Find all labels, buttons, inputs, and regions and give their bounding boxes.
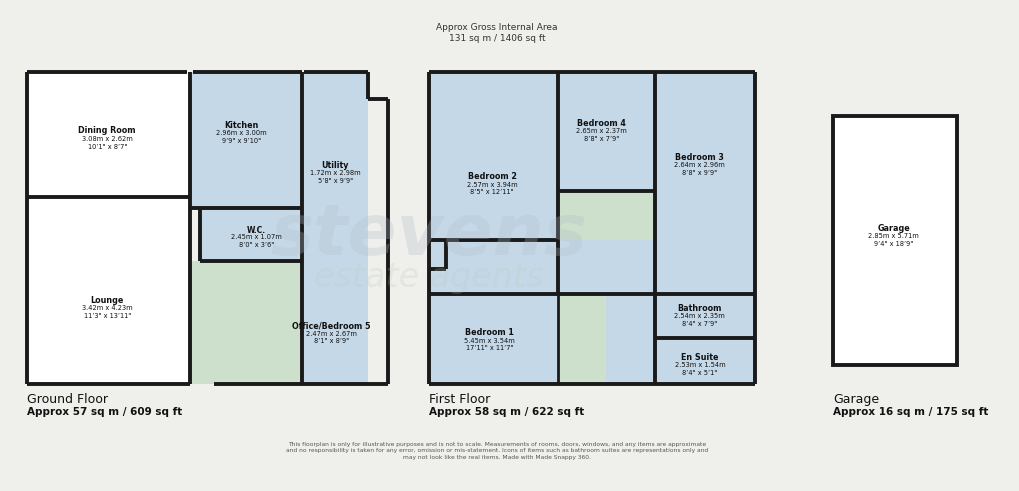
Text: 2.85m x 5.71m
9’4" x 18’9": 2.85m x 5.71m 9’4" x 18’9" bbox=[867, 233, 918, 247]
Bar bbox=[654, 191, 755, 338]
Bar bbox=[200, 208, 302, 261]
Bar bbox=[428, 72, 557, 240]
Text: Kitchen: Kitchen bbox=[224, 121, 259, 130]
Text: 2.45m x 1.07m
8’0" x 3’6": 2.45m x 1.07m 8’0" x 3’6" bbox=[230, 234, 281, 248]
Text: 131 sq m / 1406 sq ft: 131 sq m / 1406 sq ft bbox=[448, 34, 545, 43]
Text: 2.54m x 2.35m
8’4" x 7’9": 2.54m x 2.35m 8’4" x 7’9" bbox=[674, 313, 725, 327]
Bar bbox=[557, 294, 605, 384]
Text: Approx 16 sq m / 175 sq ft: Approx 16 sq m / 175 sq ft bbox=[833, 407, 987, 417]
Text: 3.42m x 4.23m
11’3" x 13’11": 3.42m x 4.23m 11’3" x 13’11" bbox=[82, 305, 132, 319]
Text: Dining Room: Dining Room bbox=[78, 127, 136, 136]
Text: Approx Gross Internal Area: Approx Gross Internal Area bbox=[436, 23, 557, 32]
Text: 2.53m x 1.54m
8’4" x 5’1": 2.53m x 1.54m 8’4" x 5’1" bbox=[674, 362, 725, 376]
Text: Garage: Garage bbox=[876, 224, 909, 233]
Text: Utility: Utility bbox=[321, 161, 348, 169]
Text: Garage: Garage bbox=[833, 392, 878, 406]
Text: Bathroom: Bathroom bbox=[677, 304, 721, 313]
Bar bbox=[428, 240, 654, 384]
Text: 5.45m x 3.54m
17’11" x 11’7": 5.45m x 3.54m 17’11" x 11’7" bbox=[464, 337, 515, 351]
Text: 2.65m x 2.37m
8’8" x 7’9": 2.65m x 2.37m 8’8" x 7’9" bbox=[576, 128, 626, 142]
Bar bbox=[428, 240, 441, 255]
Text: 2.64m x 2.96m
8’8" x 9’9": 2.64m x 2.96m 8’8" x 9’9" bbox=[674, 162, 725, 176]
Bar bbox=[190, 72, 302, 208]
Text: Office/Bedroom 5: Office/Bedroom 5 bbox=[291, 322, 370, 330]
Text: 3.08m x 2.62m
10’1" x 8’7": 3.08m x 2.62m 10’1" x 8’7" bbox=[82, 136, 132, 150]
Bar bbox=[428, 240, 446, 270]
Bar bbox=[302, 72, 368, 261]
Bar bbox=[833, 116, 956, 365]
Text: stevens: stevens bbox=[270, 201, 587, 270]
Bar bbox=[368, 72, 387, 99]
Text: Lounge: Lounge bbox=[91, 296, 123, 305]
Text: En Suite: En Suite bbox=[681, 353, 718, 361]
Text: W.C.: W.C. bbox=[247, 226, 266, 235]
Text: First Floor: First Floor bbox=[428, 392, 490, 406]
Bar bbox=[654, 72, 755, 294]
Text: 2.57m x 3.94m
8’5" x 12’11": 2.57m x 3.94m 8’5" x 12’11" bbox=[467, 182, 517, 195]
Bar bbox=[190, 261, 302, 384]
Bar bbox=[557, 72, 654, 191]
Bar bbox=[28, 197, 190, 384]
Text: 1.72m x 2.98m
5’8" x 9’9": 1.72m x 2.98m 5’8" x 9’9" bbox=[310, 170, 361, 184]
Bar bbox=[28, 72, 190, 197]
Text: Ground Floor: Ground Floor bbox=[28, 392, 108, 406]
Text: Approx 58 sq m / 622 sq ft: Approx 58 sq m / 622 sq ft bbox=[428, 407, 584, 417]
Text: 2.47m x 2.67m
8’1" x 8’9": 2.47m x 2.67m 8’1" x 8’9" bbox=[306, 331, 357, 345]
Text: This floorplan is only for illustrative purposes and is not to scale. Measuremen: This floorplan is only for illustrative … bbox=[285, 442, 707, 460]
Bar bbox=[302, 261, 368, 384]
Bar bbox=[557, 191, 654, 294]
Text: estate agents: estate agents bbox=[314, 261, 543, 294]
Text: Bedroom 4: Bedroom 4 bbox=[577, 119, 626, 128]
Text: Bedroom 3: Bedroom 3 bbox=[675, 153, 723, 162]
Text: Bedroom 1: Bedroom 1 bbox=[465, 328, 514, 337]
Bar bbox=[654, 338, 755, 384]
Text: Bedroom 2: Bedroom 2 bbox=[468, 172, 517, 181]
Text: 2.96m x 3.00m
9’9" x 9’10": 2.96m x 3.00m 9’9" x 9’10" bbox=[216, 130, 267, 144]
Text: Approx 57 sq m / 609 sq ft: Approx 57 sq m / 609 sq ft bbox=[28, 407, 182, 417]
